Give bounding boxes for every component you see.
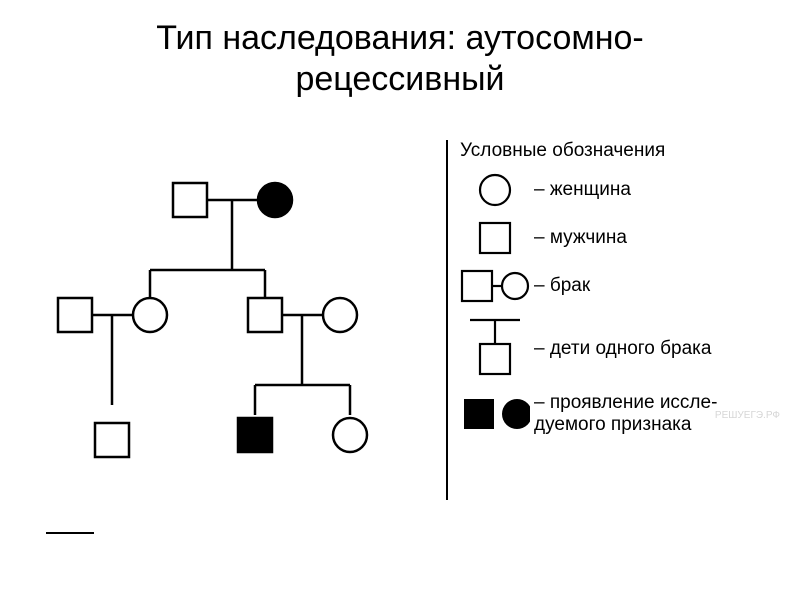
legend-label-affected: – проявление иссле- дуемого признака: [530, 392, 717, 436]
affected-icon: [460, 394, 530, 434]
content-area: Условные обозначения – женщина – мужчина…: [0, 100, 800, 580]
legend-label-marriage: – брак: [530, 275, 590, 297]
pedigree-diagram: [40, 160, 420, 560]
legend-panel: Условные обозначения – женщина – мужчина…: [460, 140, 780, 540]
legend-row-female: – женщина: [460, 170, 780, 210]
marriage-icon: [460, 266, 530, 306]
legend-row-marriage: – брак: [460, 266, 780, 306]
legend-label-children: – дети одного брака: [530, 338, 711, 360]
legend-divider: [446, 140, 448, 500]
female-icon: [460, 170, 530, 210]
legend-heading: Условные обозначения: [460, 140, 780, 162]
legend-row-male: – мужчина: [460, 218, 780, 258]
legend-label-female: – женщина: [530, 179, 631, 201]
male-icon: [460, 218, 530, 258]
watermark: РЕШУЕГЭ.РФ: [715, 410, 780, 421]
page-title: Тип наследования: аутосомно- рецессивный: [0, 0, 800, 100]
bottom-rule: [46, 532, 94, 534]
title-line-1: Тип наследования: аутосомно-: [156, 19, 644, 57]
legend-row-children: – дети одного брака: [460, 314, 780, 384]
children-icon: [460, 314, 530, 384]
title-line-2: рецессивный: [295, 60, 504, 98]
pedigree-svg: [40, 160, 420, 520]
legend-label-male: – мужчина: [530, 227, 627, 249]
